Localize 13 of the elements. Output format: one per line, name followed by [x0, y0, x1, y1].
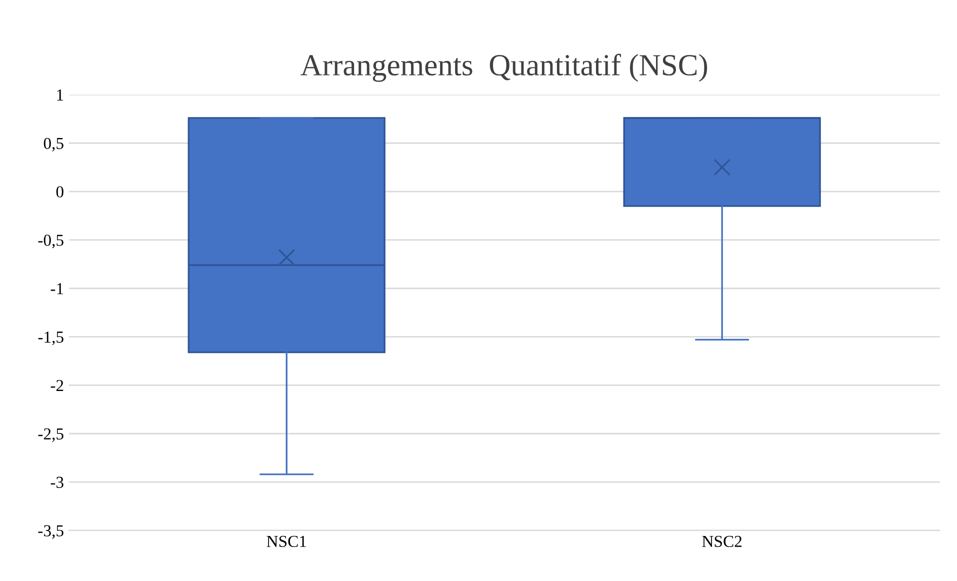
x-tick-label: NSC2 [702, 536, 742, 548]
chart-title: Arrangements Quantitatif (NSC) [300, 54, 708, 82]
y-tick-label: 0,5 [44, 138, 64, 152]
x-tick-label: NSC1 [266, 536, 306, 548]
y-tick-label: -0,5 [38, 234, 64, 248]
y-tick-label: -1,5 [38, 332, 64, 346]
y-tick-label: 1 [57, 89, 64, 100]
y-tick-label: -2 [50, 380, 64, 391]
y-tick-label: -3 [50, 476, 64, 488]
y-tick-label: -2,5 [38, 428, 64, 442]
y-tick-label: 0 [56, 186, 64, 198]
y-tick-label: -1 [50, 283, 64, 294]
y-tick-label: -3,5 [38, 525, 64, 539]
